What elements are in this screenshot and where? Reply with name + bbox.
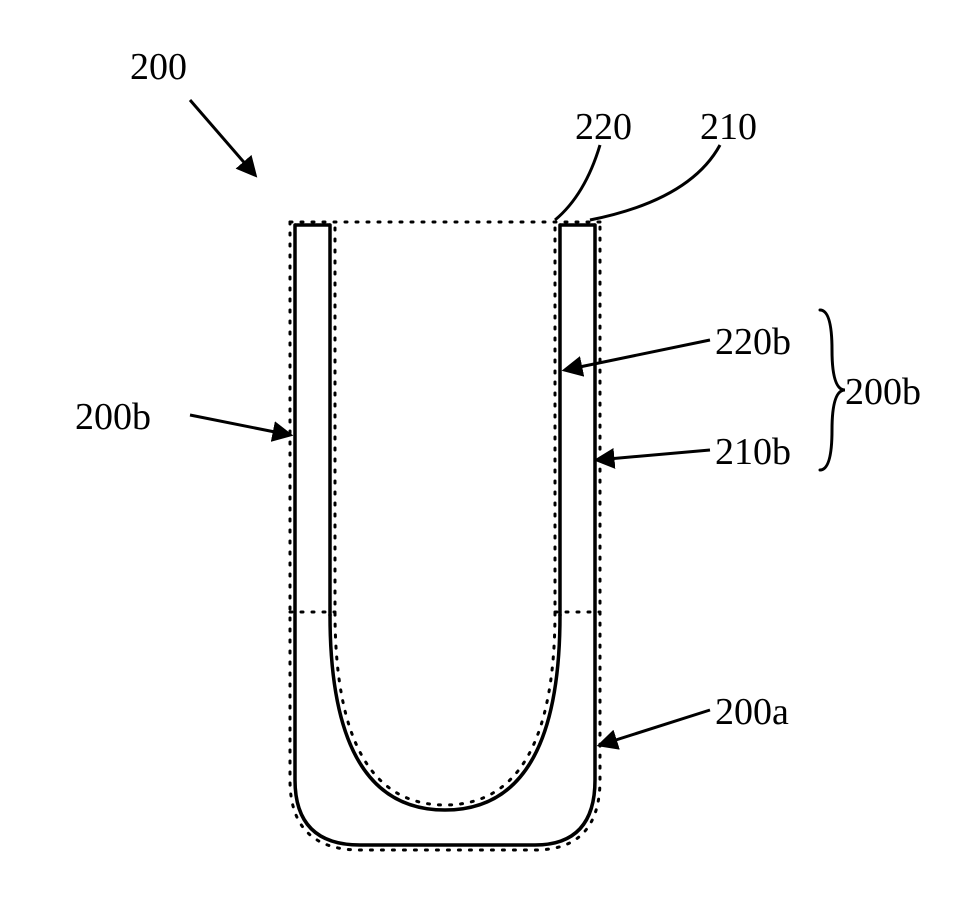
- label-l200a: 200a: [715, 690, 789, 734]
- brace-200b: [820, 310, 845, 470]
- label-l220: 220: [575, 105, 632, 149]
- label-l210: 210: [700, 105, 757, 149]
- leader-a200a: [600, 710, 710, 745]
- tube-solid-outer: [295, 225, 595, 845]
- leader-a210: [590, 145, 720, 220]
- tube-solid-inner_bowl: [330, 615, 560, 810]
- leader-a220: [555, 145, 600, 220]
- leader-a210b: [597, 450, 710, 460]
- leader-a220b: [565, 340, 710, 370]
- diagram-svg: [0, 0, 968, 909]
- label-l200bL: 200b: [75, 395, 151, 439]
- label-l220b: 220b: [715, 320, 791, 364]
- label-l200bR: 200b: [845, 370, 921, 414]
- label-l210b: 210b: [715, 430, 791, 474]
- leader-a200bL: [190, 415, 290, 435]
- label-l200: 200: [130, 45, 187, 89]
- tube-dotted-2: [335, 228, 555, 805]
- leader-a200: [190, 100, 255, 175]
